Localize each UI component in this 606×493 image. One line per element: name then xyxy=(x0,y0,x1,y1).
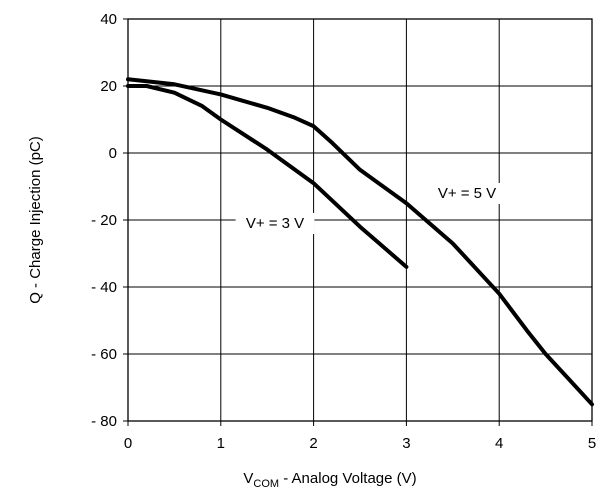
series-line-1 xyxy=(126,77,594,407)
x-axis-label-rest: - Analog Voltage (V) xyxy=(279,470,417,487)
y-tick-label: 20 xyxy=(100,78,117,95)
x-axis-label: VCOM - Analog Voltage (V) xyxy=(243,470,416,490)
series-labels: V+ = 5 V V+ = 3 V xyxy=(235,183,507,234)
x-tick-label: 4 xyxy=(495,435,503,452)
grid-lines xyxy=(127,18,593,422)
series-label-2: V+ = 3 V xyxy=(246,215,304,232)
y-tick-label: - 20 xyxy=(91,212,117,229)
y-tick-label: 40 xyxy=(100,11,117,28)
series-lines xyxy=(126,77,594,407)
series-label-bg xyxy=(427,183,507,204)
y-tick-label: - 40 xyxy=(91,279,117,296)
series-label-1: V+ = 5 V xyxy=(438,185,496,202)
x-axis-label-main: V xyxy=(243,470,253,487)
y-tick-label: - 80 xyxy=(91,413,117,430)
y-axis-ticks: 40 20 0 - 20 - 40 - 60 - 80 xyxy=(91,11,128,430)
x-tick-label: 3 xyxy=(402,435,410,452)
x-axis-ticks: 0 1 2 3 4 5 xyxy=(124,421,596,452)
series-line-2 xyxy=(126,84,409,269)
x-tick-label: 2 xyxy=(309,435,317,452)
series-label-bg xyxy=(235,213,315,234)
x-tick-label: 1 xyxy=(217,435,225,452)
y-axis-label: Q - Charge Injection (pC) xyxy=(27,136,44,304)
y-tick-label: 0 xyxy=(109,145,117,162)
y-tick-label: - 60 xyxy=(91,346,117,363)
x-tick-label: 5 xyxy=(588,435,596,452)
x-axis-label-subscript: COM xyxy=(253,478,279,490)
x-tick-label: 0 xyxy=(124,435,132,452)
